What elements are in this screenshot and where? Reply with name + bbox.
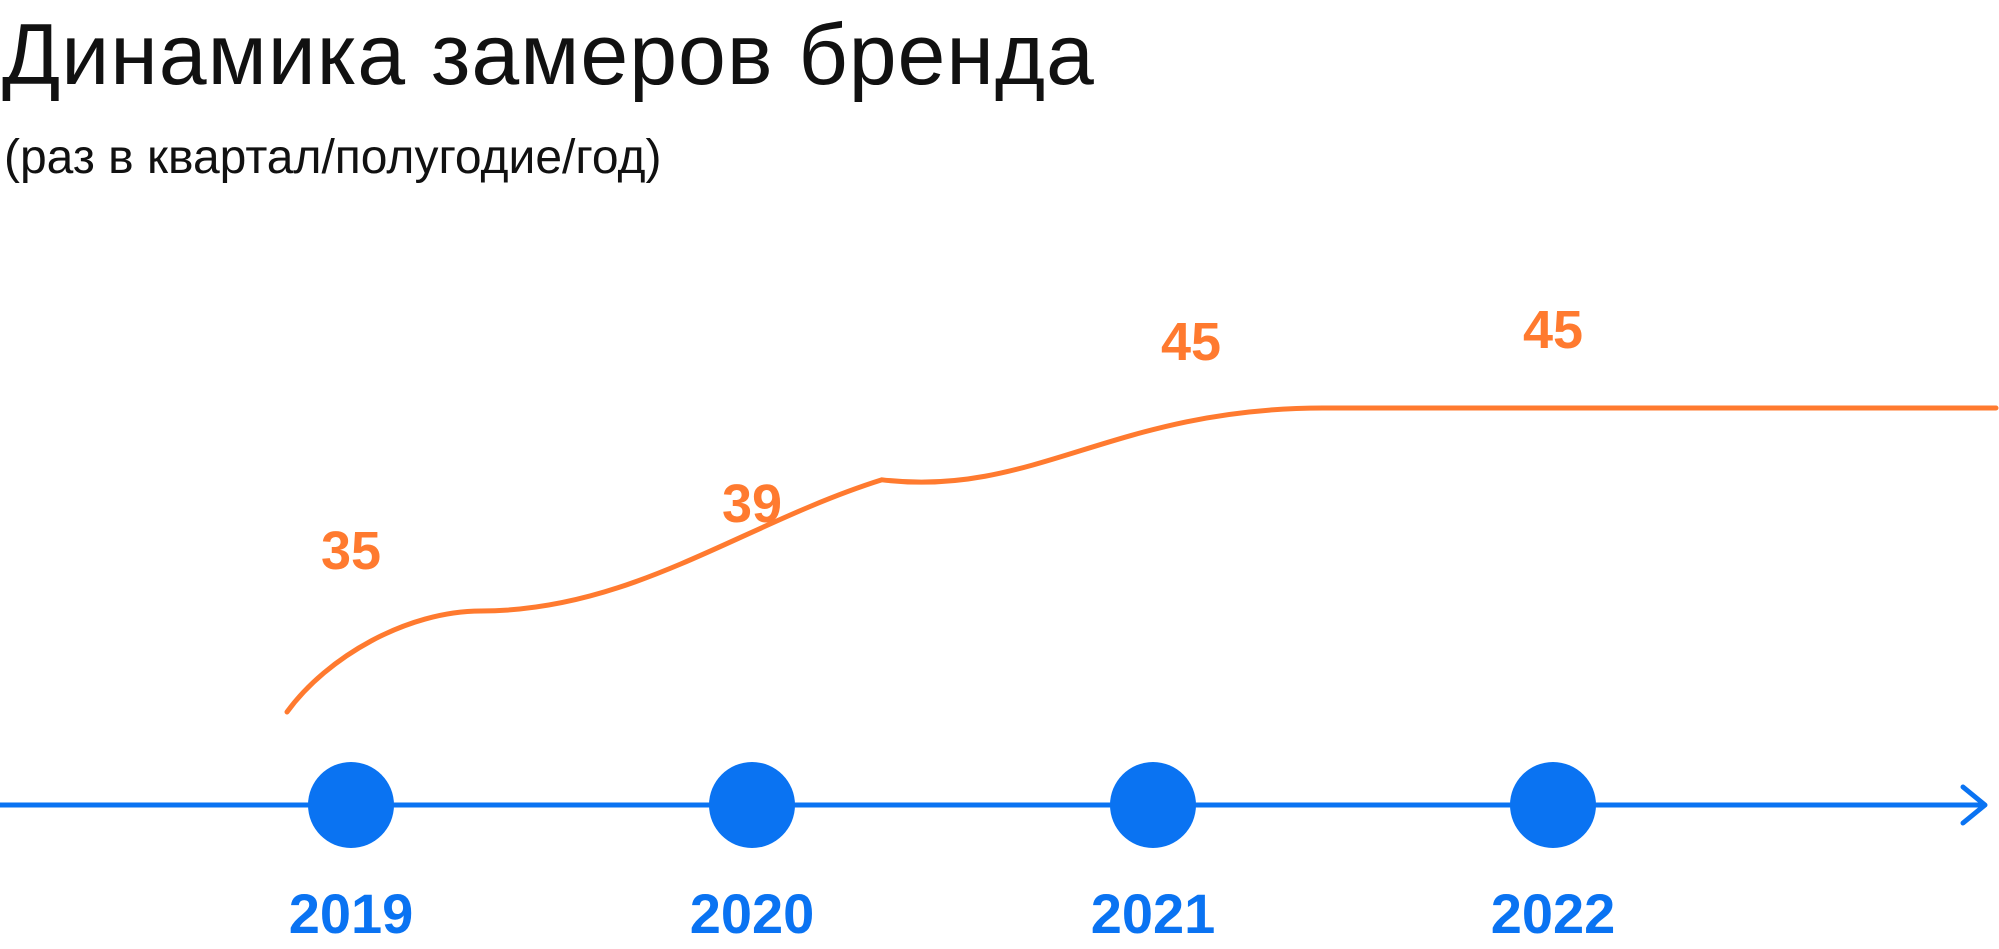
value-label-2022: 45 xyxy=(1523,300,1583,360)
axis-point-2021 xyxy=(1110,762,1196,848)
page-title: Динамика замеров бренда xyxy=(2,7,1095,103)
axis-point-2020 xyxy=(709,762,795,848)
x-tick-label-2020: 2020 xyxy=(690,882,815,945)
value-labels: 35 39 45 45 xyxy=(321,300,1583,581)
x-tick-label-2021: 2021 xyxy=(1091,882,1216,945)
value-label-2019: 35 xyxy=(321,521,381,581)
x-tick-label-2022: 2022 xyxy=(1491,882,1616,945)
series-line xyxy=(284,405,1999,715)
x-tick-labels: 2019 2020 2021 2022 xyxy=(289,882,1616,945)
page-subtitle: (раз в квартал/полугодие/год) xyxy=(4,131,662,184)
axis-point-2019 xyxy=(308,762,394,848)
value-label-2020: 39 xyxy=(722,474,782,534)
axis-points xyxy=(308,762,1596,848)
x-tick-label-2019: 2019 xyxy=(289,882,414,945)
axis-point-2022 xyxy=(1510,762,1596,848)
value-label-2021: 45 xyxy=(1161,312,1221,372)
x-axis-arrow-icon xyxy=(1960,784,1988,826)
